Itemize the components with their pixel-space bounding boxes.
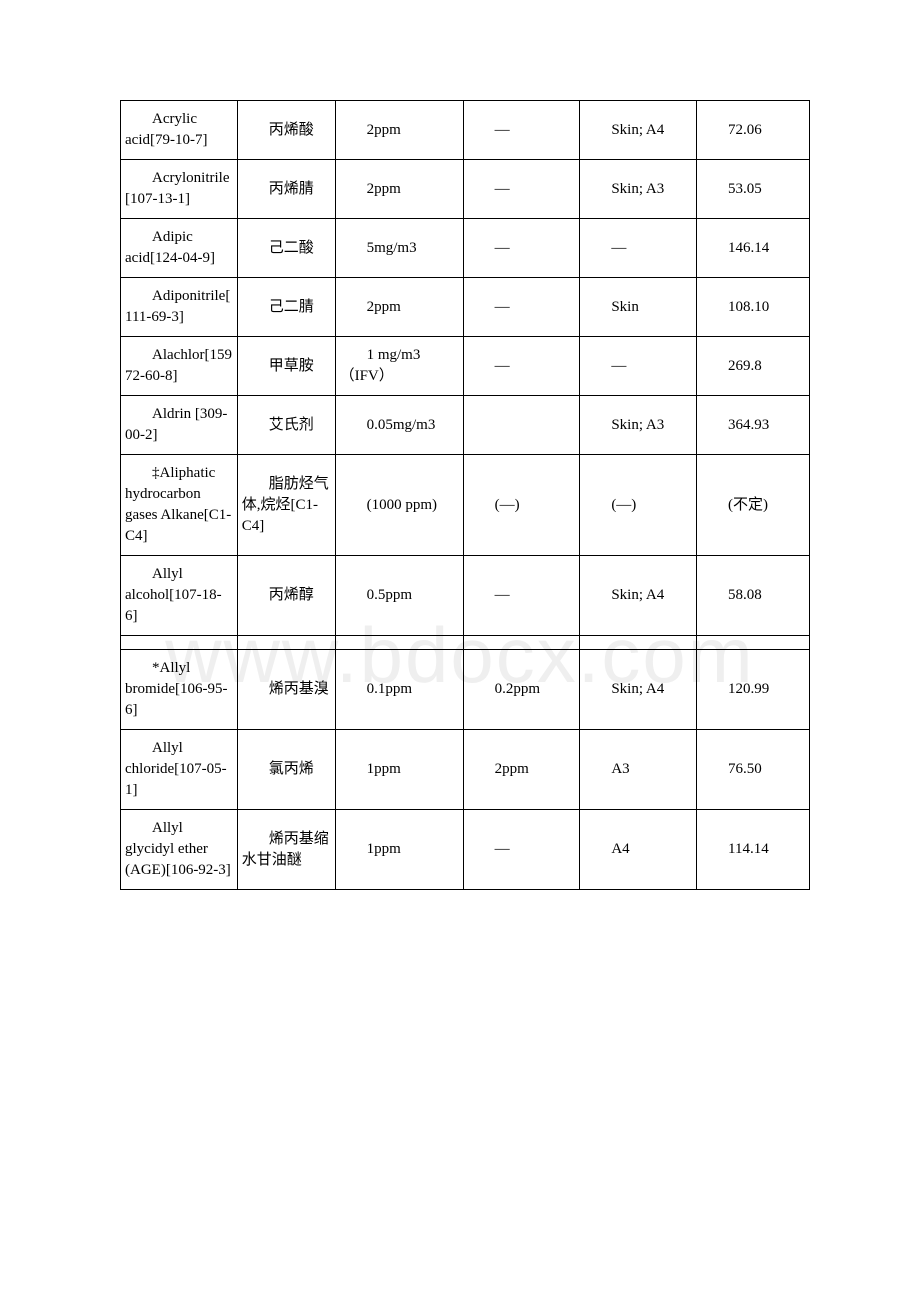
chinese-name: 烯丙基溴 bbox=[237, 650, 335, 730]
molecular-weight: 76.50 bbox=[697, 730, 810, 810]
substance-name: Aldrin [309-00-2] bbox=[121, 396, 238, 455]
molecular-weight: 114.14 bbox=[697, 810, 810, 890]
notation: A4 bbox=[580, 810, 697, 890]
chinese-name: 己二酸 bbox=[237, 219, 335, 278]
twa-value: 0.05mg/m3 bbox=[335, 396, 463, 455]
twa-value: 2ppm bbox=[335, 160, 463, 219]
substance-name: Allyl alcohol[107-18-6] bbox=[121, 556, 238, 636]
notation: Skin; A4 bbox=[580, 101, 697, 160]
twa-value: 1ppm bbox=[335, 810, 463, 890]
molecular-weight: 120.99 bbox=[697, 650, 810, 730]
chinese-name: 丙烯醇 bbox=[237, 556, 335, 636]
substance-name: Adipic acid[124-04-9] bbox=[121, 219, 238, 278]
notation: (—) bbox=[580, 455, 697, 556]
stel-value: — bbox=[463, 337, 580, 396]
twa-value: 0.1ppm bbox=[335, 650, 463, 730]
chemical-table: Acrylic acid[79-10-7]丙烯酸2ppm—Skin; A472.… bbox=[120, 100, 810, 890]
substance-name: *Allyl bromide[106-95-6] bbox=[121, 650, 238, 730]
substance-name: Alachlor[15972-60-8] bbox=[121, 337, 238, 396]
notation: Skin; A4 bbox=[580, 650, 697, 730]
table-row bbox=[121, 636, 810, 650]
chinese-name: 丙烯腈 bbox=[237, 160, 335, 219]
twa-value: 0.5ppm bbox=[335, 556, 463, 636]
molecular-weight: 53.05 bbox=[697, 160, 810, 219]
molecular-weight: (不定) bbox=[697, 455, 810, 556]
twa-value: 5mg/m3 bbox=[335, 219, 463, 278]
molecular-weight: 72.06 bbox=[697, 101, 810, 160]
notation: Skin; A3 bbox=[580, 160, 697, 219]
stel-value: (—) bbox=[463, 455, 580, 556]
table-row: Alachlor[15972-60-8]甲草胺1 mg/m3（IFV）——269… bbox=[121, 337, 810, 396]
stel-value: 2ppm bbox=[463, 730, 580, 810]
molecular-weight: 108.10 bbox=[697, 278, 810, 337]
chinese-name: 脂肪烃气体,烷烃[C1-C4] bbox=[237, 455, 335, 556]
molecular-weight: 146.14 bbox=[697, 219, 810, 278]
table-row: *Allyl bromide[106-95-6]烯丙基溴0.1ppm0.2ppm… bbox=[121, 650, 810, 730]
twa-value: 1ppm bbox=[335, 730, 463, 810]
notation: Skin; A4 bbox=[580, 556, 697, 636]
chinese-name: 烯丙基缩水甘油醚 bbox=[237, 810, 335, 890]
table-row: Adiponitrile[111-69-3]己二腈2ppm—Skin108.10 bbox=[121, 278, 810, 337]
blank-cell bbox=[237, 636, 335, 650]
substance-name: Allyl glycidyl ether (AGE)[106-92-3] bbox=[121, 810, 238, 890]
notation: — bbox=[580, 337, 697, 396]
stel-value: — bbox=[463, 810, 580, 890]
stel-value: 0.2ppm bbox=[463, 650, 580, 730]
twa-value: 1 mg/m3（IFV） bbox=[335, 337, 463, 396]
substance-name: Adiponitrile[111-69-3] bbox=[121, 278, 238, 337]
blank-cell bbox=[335, 636, 463, 650]
molecular-weight: 58.08 bbox=[697, 556, 810, 636]
stel-value: — bbox=[463, 101, 580, 160]
chinese-name: 甲草胺 bbox=[237, 337, 335, 396]
substance-name: Acrylic acid[79-10-7] bbox=[121, 101, 238, 160]
chinese-name: 己二腈 bbox=[237, 278, 335, 337]
notation: — bbox=[580, 219, 697, 278]
chinese-name: 氯丙烯 bbox=[237, 730, 335, 810]
notation: A3 bbox=[580, 730, 697, 810]
blank-cell bbox=[121, 636, 238, 650]
blank-cell bbox=[580, 636, 697, 650]
notation: Skin bbox=[580, 278, 697, 337]
table-row: Allyl alcohol[107-18-6]丙烯醇0.5ppm—Skin; A… bbox=[121, 556, 810, 636]
table-row: Allyl glycidyl ether (AGE)[106-92-3]烯丙基缩… bbox=[121, 810, 810, 890]
table-row: Acrylic acid[79-10-7]丙烯酸2ppm—Skin; A472.… bbox=[121, 101, 810, 160]
chinese-name: 丙烯酸 bbox=[237, 101, 335, 160]
notation: Skin; A3 bbox=[580, 396, 697, 455]
chinese-name: 艾氏剂 bbox=[237, 396, 335, 455]
table-row: ‡Aliphatic hydrocarbon gases Alkane[C1-C… bbox=[121, 455, 810, 556]
molecular-weight: 364.93 bbox=[697, 396, 810, 455]
twa-value: 2ppm bbox=[335, 278, 463, 337]
table-row: Allyl chloride[107-05-1]氯丙烯1ppm2ppmA376.… bbox=[121, 730, 810, 810]
substance-name: Acrylonitrile[107-13-1] bbox=[121, 160, 238, 219]
substance-name: Allyl chloride[107-05-1] bbox=[121, 730, 238, 810]
substance-name: ‡Aliphatic hydrocarbon gases Alkane[C1-C… bbox=[121, 455, 238, 556]
twa-value: 2ppm bbox=[335, 101, 463, 160]
table-row: Acrylonitrile[107-13-1]丙烯腈2ppm—Skin; A35… bbox=[121, 160, 810, 219]
stel-value: — bbox=[463, 278, 580, 337]
table-row: Adipic acid[124-04-9]己二酸5mg/m3——146.14 bbox=[121, 219, 810, 278]
stel-value: — bbox=[463, 160, 580, 219]
stel-value: — bbox=[463, 556, 580, 636]
stel-value bbox=[463, 396, 580, 455]
stel-value: — bbox=[463, 219, 580, 278]
blank-cell bbox=[463, 636, 580, 650]
twa-value: (1000 ppm) bbox=[335, 455, 463, 556]
table-row: Aldrin [309-00-2]艾氏剂0.05mg/m3 Skin; A3364… bbox=[121, 396, 810, 455]
blank-cell bbox=[697, 636, 810, 650]
molecular-weight: 269.8 bbox=[697, 337, 810, 396]
